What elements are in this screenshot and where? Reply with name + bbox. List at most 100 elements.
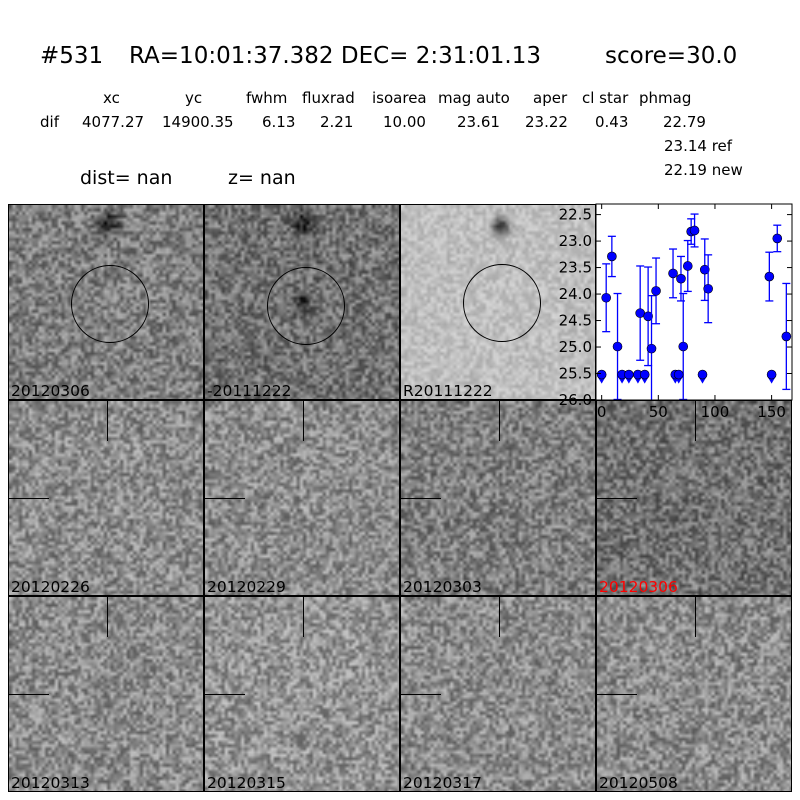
upper-limit-point	[624, 369, 634, 380]
column-header: fluxrad	[302, 89, 355, 107]
crosshair-vertical	[695, 401, 697, 441]
stamp-date-label: 20120306	[11, 382, 90, 400]
upper-limit-arrow	[598, 377, 606, 384]
aperture-circle	[267, 267, 345, 345]
crosshair-vertical	[107, 401, 109, 441]
column-header: isoarea	[372, 89, 427, 107]
image-stamp: 20120315	[204, 596, 400, 792]
upper-limit-point	[639, 369, 650, 380]
stamp-date-label: R20111222	[403, 382, 493, 400]
score: score=30.0	[605, 43, 738, 69]
ref-mag: 23.14 ref	[664, 137, 733, 155]
data-point	[612, 341, 623, 352]
stamp-date-label: -20111222	[207, 382, 292, 400]
data-point	[643, 311, 653, 322]
x-tick-label: 100	[701, 403, 730, 421]
upper-limit-point	[596, 369, 607, 380]
y-tick-label: 24.0	[559, 285, 592, 303]
upper-limit-arrow	[625, 377, 633, 384]
stamp-date-label: 20120306	[599, 578, 678, 596]
crosshair-horizontal	[9, 498, 49, 500]
data-point	[651, 286, 661, 296]
crosshair-horizontal	[597, 694, 637, 696]
coordinates: RA=10:01:37.382 DEC= 2:31:01.13	[129, 43, 542, 69]
aperture-circle	[71, 265, 149, 343]
table-value: 4077.27	[82, 113, 145, 131]
table-value: 14900.35	[162, 113, 234, 131]
image-stamp: -20111222	[204, 204, 400, 400]
upper-limit-arrow	[618, 377, 626, 384]
aperture-circle	[463, 264, 541, 342]
table-value: 23.61	[457, 113, 500, 131]
data-point	[668, 268, 678, 279]
y-tick-label: 22.5	[559, 206, 592, 224]
data-point	[703, 283, 713, 294]
column-header: cl star	[582, 89, 629, 107]
crosshair-horizontal	[205, 694, 245, 696]
upper-limit-point	[673, 369, 684, 380]
crosshair-horizontal	[9, 694, 49, 696]
image-stamp: R20111222	[400, 204, 596, 400]
redshift-value: z= nan	[228, 167, 296, 189]
image-stamp: 20120306	[596, 400, 792, 596]
crosshair-vertical	[499, 401, 501, 441]
table-value: 0.43	[595, 113, 629, 131]
image-stamp: 20120508	[596, 596, 792, 792]
crosshair-horizontal	[401, 498, 441, 500]
x-tick-label: 50	[649, 403, 668, 421]
data-point	[689, 225, 700, 236]
y-tick-label: 23.0	[559, 232, 592, 250]
stamp-date-label: 20120229	[207, 578, 286, 596]
candidate-id: #531	[40, 43, 104, 69]
y-tick-label: 23.5	[559, 259, 592, 277]
column-header: fwhm	[246, 89, 288, 107]
crosshair-vertical	[107, 597, 109, 637]
y-tick-label: 26.0	[559, 391, 592, 409]
column-header: yc	[185, 89, 203, 107]
stamp-date-label: 20120317	[403, 774, 482, 792]
plot-frame	[595, 203, 793, 401]
upper-limit-arrow	[768, 377, 776, 384]
data-point	[607, 251, 617, 262]
image-stamp: 20120229	[204, 400, 400, 596]
data-point	[781, 331, 792, 342]
image-stamp: 20120306	[8, 204, 204, 400]
dist-value: dist= nan	[80, 167, 173, 189]
x-tick-label: 0	[597, 403, 607, 421]
stamp-date-label: 20120508	[599, 774, 678, 792]
crosshair-vertical	[303, 597, 305, 637]
table-value: 23.22	[525, 113, 568, 131]
data-layer	[596, 213, 792, 400]
image-stamp: 20120226	[8, 400, 204, 596]
data-point	[646, 343, 657, 354]
table-value: 6.13	[262, 113, 296, 131]
column-header: xc	[103, 89, 120, 107]
stamp-date-label: 20120315	[207, 774, 286, 792]
y-tick-label: 25.5	[559, 365, 592, 383]
column-header: aper	[533, 89, 568, 107]
new-mag: 22.19 new	[664, 161, 743, 179]
data-point	[601, 292, 611, 303]
data-point	[772, 233, 783, 244]
x-tick-label: 150	[757, 403, 786, 421]
data-point	[682, 261, 693, 271]
upper-limit-arrow	[698, 377, 706, 384]
stamp-date-label: 20120226	[11, 578, 90, 596]
column-header: mag auto	[438, 89, 510, 107]
upper-limit-arrow	[641, 377, 649, 384]
y-tick-label: 24.5	[559, 312, 592, 330]
upper-limit-point	[766, 369, 777, 380]
data-point	[678, 341, 689, 352]
stamp-date-label: 20120313	[11, 774, 90, 792]
image-stamp: 20120317	[400, 596, 596, 792]
upper-limit-arrow	[675, 377, 683, 384]
stamp-date-label: 20120303	[403, 578, 482, 596]
upper-limit-arrow	[634, 377, 642, 384]
crosshair-vertical	[695, 597, 697, 637]
crosshair-horizontal	[401, 694, 441, 696]
crosshair-horizontal	[597, 498, 637, 500]
data-point	[699, 264, 710, 275]
image-stamp: 20120313	[8, 596, 204, 792]
